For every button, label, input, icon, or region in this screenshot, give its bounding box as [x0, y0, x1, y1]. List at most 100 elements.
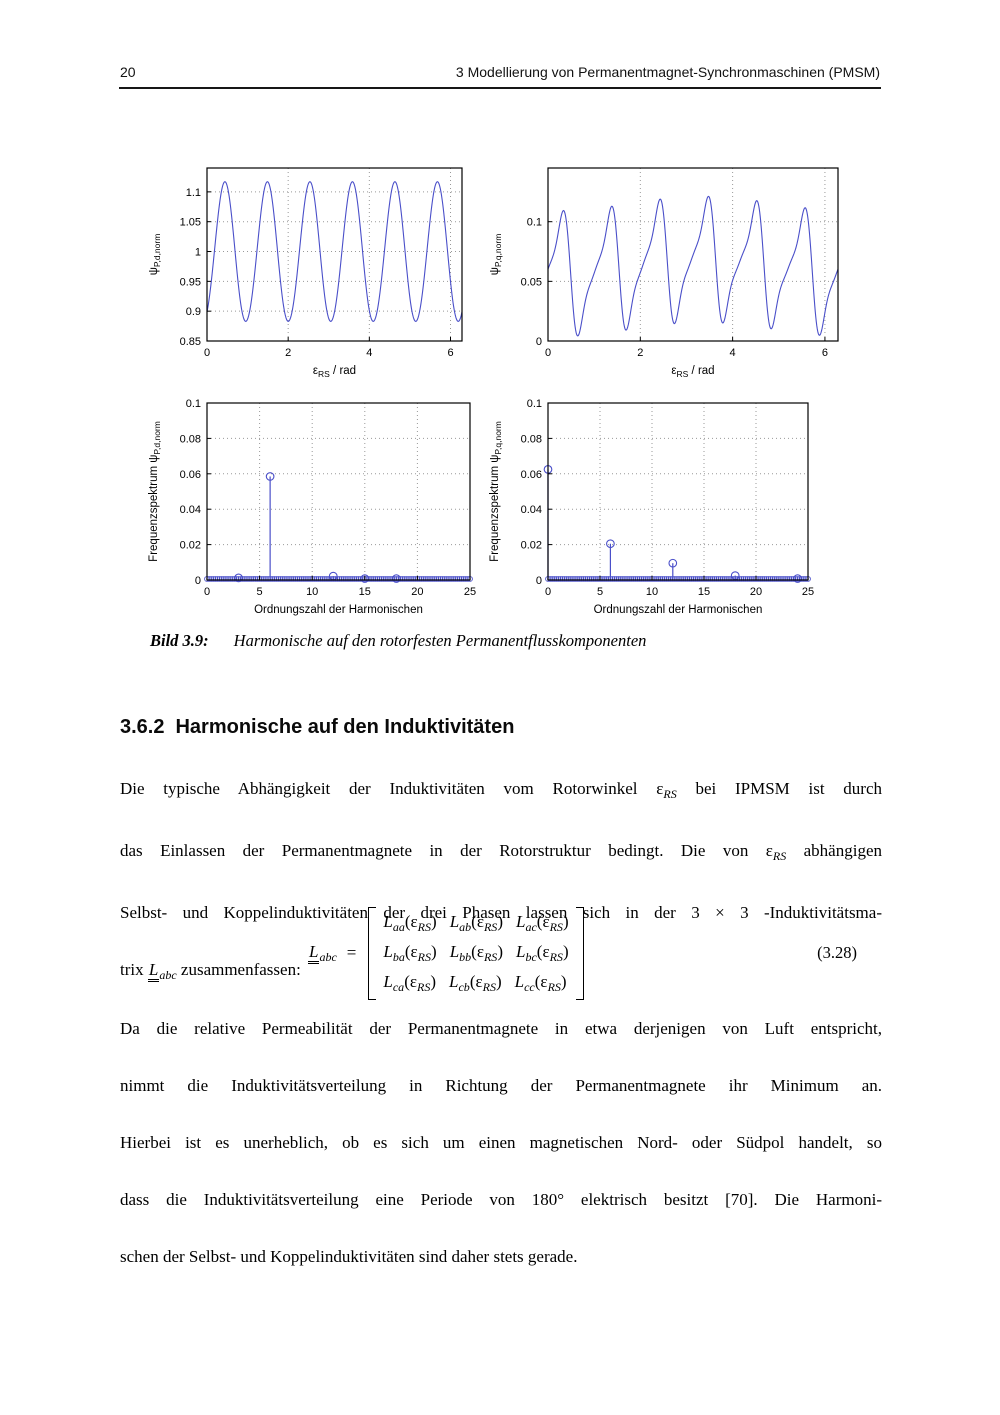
- stem-marker: [392, 574, 401, 583]
- text-segment: Da die relative Permeabilität der Perman…: [120, 1019, 882, 1038]
- text-line: dass die Induktivitätsverteilung eine Pe…: [120, 1186, 882, 1243]
- grid: [207, 403, 470, 580]
- x-tick-label: 25: [802, 586, 814, 598]
- grid: [207, 168, 462, 341]
- text-segment: abc: [159, 968, 177, 982]
- chart-spectrum-d: 0 5 10 15 20 25 0 0.02 0.04 0.06 0.08 0.1 Ordnungsza…: [120, 388, 492, 646]
- y-tick-label: 1.05: [180, 217, 201, 229]
- tick-labels: 0 2 4 6 0 0.05 0.1: [521, 217, 828, 359]
- ticks: [206, 191, 452, 342]
- series: [543, 465, 811, 583]
- matrix-cell: Lbc(εRS): [515, 941, 569, 964]
- y-tick-label: 1.1: [186, 187, 201, 199]
- section-title: Harmonische auf den Induktivitäten: [175, 716, 515, 738]
- x-tick-label: 4: [366, 347, 372, 359]
- stem-marker: [234, 573, 243, 583]
- axes-box: [206, 402, 471, 581]
- text-line: Hierbei ist es unerheblich, ob es sich u…: [120, 1129, 882, 1186]
- matrix-symbol: L: [308, 942, 320, 964]
- matrix-symbol: L: [147, 961, 160, 983]
- text-segment: Selbst- und Koppelinduktivitäten der dre…: [120, 903, 882, 922]
- matrix-cell: Lbb(εRS): [449, 941, 503, 964]
- tick-labels: 0 2 4 6 0.85 0.9 0.95 1 1.05 1.1: [180, 187, 454, 359]
- x-axis-label: Ordnungszahl der Harmonischen: [594, 604, 763, 616]
- text-segment: ε: [656, 779, 664, 798]
- y-tick-label: 0.85: [180, 336, 201, 348]
- grid: [548, 403, 808, 580]
- text-line: Selbst- und Koppelinduktivitäten der dre…: [120, 899, 882, 956]
- text-segment: RS: [772, 849, 787, 863]
- figure-caption: Bild 3.9: Harmonische auf den rotorfesten…: [150, 631, 646, 651]
- x-tick-label: 0: [545, 586, 551, 598]
- ticks: [547, 221, 826, 342]
- text-segment: schen der Selbst- und Koppelinduktivität…: [120, 1247, 578, 1266]
- text-line: schen der Selbst- und Koppelinduktivität…: [120, 1243, 882, 1272]
- matrix-cell: Lcb(εRS): [449, 971, 502, 994]
- y-tick-label: 0.06: [180, 469, 201, 481]
- matrix-cell: Lcc(εRS): [514, 971, 567, 994]
- y-tick-label: 0.02: [180, 540, 201, 552]
- body-paragraph-1: Die typische Abhängigkeit der Induktivit…: [120, 775, 882, 990]
- series: [547, 195, 839, 337]
- y-tick-label: 0: [536, 336, 542, 348]
- y-tick-label: 0.1: [527, 217, 542, 229]
- stem-marker: [606, 539, 615, 549]
- x-tick-label: 2: [637, 347, 643, 359]
- series: [206, 181, 463, 322]
- text-line: nimmt die Induktivitätsverteilung in Ric…: [120, 1072, 882, 1129]
- right-bracket: [575, 906, 584, 1000]
- matrix-cell: Lca(εRS): [383, 971, 437, 994]
- text-line: Da die relative Permeabilität der Perman…: [120, 1015, 882, 1072]
- x-tick-label: 10: [306, 586, 318, 598]
- x-tick-label: 0: [204, 586, 210, 598]
- x-tick-label: 15: [698, 586, 710, 598]
- tick-labels: 0 5 10 15 20 25 0 0.02 0.04 0.06 0.08 0.1: [180, 398, 477, 598]
- text-segment: bei IPMSM ist durch: [676, 779, 882, 798]
- stem-marker: [793, 574, 802, 583]
- text-segment: das Einlassen der Permanentmagnete in de…: [120, 841, 766, 860]
- stem-marker: [360, 574, 370, 583]
- y-axis-label: ψP,d,norm: [148, 234, 162, 276]
- y-tick-label: 0.04: [180, 504, 201, 516]
- x-tick-label: 5: [597, 586, 603, 598]
- stem-marker: [730, 571, 740, 580]
- figure-caption-label: Bild 3.9:: [150, 631, 209, 650]
- y-axis-label: Frequenzspektrum ψP,d,norm: [148, 421, 162, 562]
- x-tick-label: 4: [730, 347, 736, 359]
- series: [204, 472, 473, 583]
- y-tick-label: 0.08: [180, 433, 201, 445]
- stem-marker: [668, 558, 678, 568]
- y-tick-label: 0.08: [521, 433, 542, 445]
- x-tick-label: 0: [204, 347, 210, 359]
- y-tick-label: 0.05: [521, 276, 542, 288]
- matrix-cell: Laa(εRS): [383, 911, 437, 934]
- matrix-row: Lca(εRS) Lcb(εRS) Lcc(εRS): [383, 972, 568, 995]
- text-segment: dass die Induktivitätsverteilung eine Pe…: [120, 1190, 882, 1209]
- waveform-line: [206, 181, 463, 322]
- text-segment: Die typische Abhängigkeit der Induktivit…: [120, 779, 657, 798]
- axes-box: [206, 167, 463, 342]
- y-tick-label: 0.9: [186, 306, 201, 318]
- x-tick-label: 5: [257, 586, 263, 598]
- ticks: [206, 402, 471, 581]
- text-line: Die typische Abhängigkeit der Induktivit…: [120, 775, 882, 837]
- equals-sign: =: [346, 943, 357, 962]
- y-tick-label: 0.95: [180, 276, 201, 288]
- stem-marker: [265, 472, 275, 481]
- body-paragraph-2: Da die relative Permeabilität der Perman…: [120, 1015, 882, 1272]
- text-line: das Einlassen der Permanentmagnete in de…: [120, 837, 882, 899]
- section-number: 3.6.2: [120, 716, 165, 738]
- x-tick-label: 6: [447, 347, 453, 359]
- y-axis-label: Frequenzspektrum ψP,q,norm: [489, 421, 503, 562]
- header-rule: [119, 87, 881, 89]
- matrix-row: Lba(εRS) Lbb(εRS) Lbc(εRS): [383, 942, 568, 965]
- x-tick-label: 0: [545, 347, 551, 359]
- page-number: 20: [120, 64, 136, 80]
- chart-flux-q-waveform: 0 2 4 6 0 0.05 0.1 εRS / rad ψP,q,norm: [480, 140, 860, 392]
- y-tick-label: 0.04: [521, 504, 542, 516]
- text-segment: zusammenfassen:: [176, 960, 301, 979]
- waveform-line: [547, 195, 839, 337]
- section-heading: 3.6.2 Harmonische auf den Induktivitäten: [120, 716, 514, 739]
- figure-caption-text: Harmonische auf den rotorfesten Permanen…: [233, 631, 647, 650]
